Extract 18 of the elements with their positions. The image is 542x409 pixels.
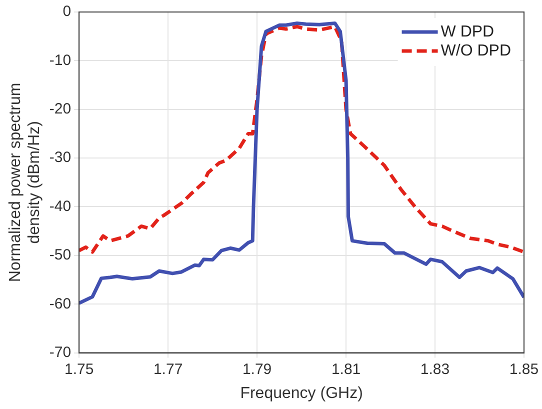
y-tick-label: -10	[49, 52, 72, 69]
x-tick-label: 1.81	[331, 360, 361, 378]
y-tick-label: -20	[49, 100, 72, 118]
x-axis-title: Frequency (GHz)	[240, 384, 363, 402]
x-tick-label: 1.83	[420, 360, 450, 378]
y-tick-label: -50	[49, 246, 72, 264]
y-axis-title: Normalized power spectrum density (dBm/Hz)	[7, 82, 44, 282]
y-tick-label: -70	[49, 344, 72, 361]
y-tick-label: -60	[49, 295, 72, 312]
y-tick-label: -30	[49, 149, 72, 166]
y-tick-label: 0	[62, 3, 72, 20]
x-tick-label: 1.75	[64, 360, 94, 378]
legend-label: W/O DPD	[440, 42, 511, 60]
legend-label: W DPD	[440, 23, 494, 40]
x-tick-label: 1.79	[242, 360, 272, 378]
x-tick-label: 1.77	[153, 360, 183, 378]
x-tick-label: 1.85	[509, 360, 539, 378]
y-tick-label: -40	[49, 198, 72, 215]
